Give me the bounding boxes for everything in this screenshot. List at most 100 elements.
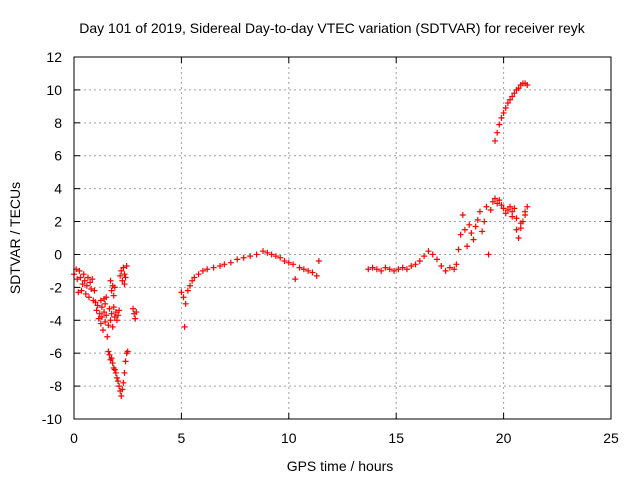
y-axis-ticks: -10 -8 -6 -4 -2 0 2 4 6 8 10 12 xyxy=(42,49,611,427)
data-point xyxy=(285,259,292,266)
data-point xyxy=(479,228,486,235)
data-points xyxy=(71,80,531,399)
data-point xyxy=(108,355,115,362)
data-point xyxy=(498,114,505,121)
data-point xyxy=(470,236,477,243)
data-point xyxy=(119,277,126,284)
data-point xyxy=(115,378,122,385)
data-point xyxy=(78,287,85,294)
data-point xyxy=(123,262,130,269)
data-point xyxy=(110,304,117,311)
data-point xyxy=(260,248,267,255)
data-point xyxy=(464,243,471,250)
data-point xyxy=(511,90,518,97)
data-point xyxy=(111,313,118,320)
data-point xyxy=(369,264,376,271)
data-point xyxy=(434,256,441,263)
data-point xyxy=(517,220,524,227)
data-point xyxy=(522,208,529,215)
y-tick-label: -4 xyxy=(50,312,63,328)
data-point xyxy=(106,351,113,358)
data-point xyxy=(115,312,122,319)
series-midday-arc xyxy=(178,248,322,330)
x-tick-label: 20 xyxy=(496,430,512,446)
data-point xyxy=(102,318,109,325)
data-point xyxy=(515,85,522,92)
data-point xyxy=(494,200,501,207)
data-point xyxy=(300,266,307,273)
data-point xyxy=(382,264,389,271)
data-point xyxy=(119,386,126,393)
data-point xyxy=(81,277,88,284)
series-dip-branch xyxy=(105,348,131,399)
y-axis-label: SDTVAR / TECUs xyxy=(7,182,23,294)
data-point xyxy=(111,366,118,373)
data-point xyxy=(309,269,316,276)
data-point xyxy=(82,290,89,297)
data-point xyxy=(104,333,111,340)
data-point xyxy=(507,96,514,103)
x-tick-label: 25 xyxy=(603,430,619,446)
y-tick-label: 4 xyxy=(54,181,62,197)
data-point xyxy=(487,207,494,214)
data-point xyxy=(103,312,110,319)
data-point xyxy=(234,256,241,263)
data-point xyxy=(272,253,279,260)
data-point xyxy=(102,300,109,307)
data-point xyxy=(292,276,299,283)
data-point xyxy=(502,105,509,112)
data-point xyxy=(97,320,104,327)
series-top-streak xyxy=(492,80,531,144)
data-point xyxy=(199,267,206,274)
data-point xyxy=(442,267,449,274)
data-point xyxy=(290,261,297,268)
data-point xyxy=(395,266,402,273)
data-point xyxy=(83,282,90,289)
x-tick-label: 5 xyxy=(178,430,186,446)
y-tick-label: -6 xyxy=(50,345,63,361)
data-point xyxy=(120,379,127,386)
data-point xyxy=(496,121,503,128)
data-point xyxy=(178,289,185,296)
data-point xyxy=(92,299,99,306)
data-point xyxy=(101,295,108,302)
data-point xyxy=(87,279,94,286)
data-point xyxy=(204,266,211,273)
data-point xyxy=(112,309,119,316)
data-point xyxy=(86,294,93,301)
data-point xyxy=(99,327,106,334)
data-point xyxy=(191,274,198,281)
data-point xyxy=(511,205,518,212)
y-tick-label: 0 xyxy=(54,246,62,262)
plot-frame xyxy=(73,56,612,420)
data-point xyxy=(133,309,140,316)
data-point xyxy=(122,358,129,365)
data-point xyxy=(79,281,86,288)
data-point xyxy=(96,310,103,317)
data-point xyxy=(121,281,128,288)
data-point xyxy=(132,315,139,322)
data-point xyxy=(122,274,129,281)
data-point xyxy=(494,129,501,136)
data-point xyxy=(461,226,468,233)
data-point xyxy=(184,287,191,294)
data-point xyxy=(107,317,114,324)
data-point xyxy=(507,203,514,210)
data-point xyxy=(93,307,100,314)
data-point xyxy=(89,276,96,283)
y-tick-label: 10 xyxy=(46,82,62,98)
data-point xyxy=(455,246,462,253)
data-point xyxy=(108,287,115,294)
x-axis-ticks: 0 5 10 15 20 25 xyxy=(70,57,619,446)
data-point xyxy=(446,264,453,271)
x-tick-label: 15 xyxy=(388,430,404,446)
data-point xyxy=(277,254,284,261)
x-axis-label: GPS time / hours xyxy=(287,458,394,474)
data-point xyxy=(457,231,464,238)
data-point xyxy=(253,251,260,258)
data-point xyxy=(315,258,322,265)
data-point xyxy=(210,264,217,271)
data-point xyxy=(365,266,372,273)
data-point xyxy=(408,262,415,269)
data-point xyxy=(182,300,189,307)
